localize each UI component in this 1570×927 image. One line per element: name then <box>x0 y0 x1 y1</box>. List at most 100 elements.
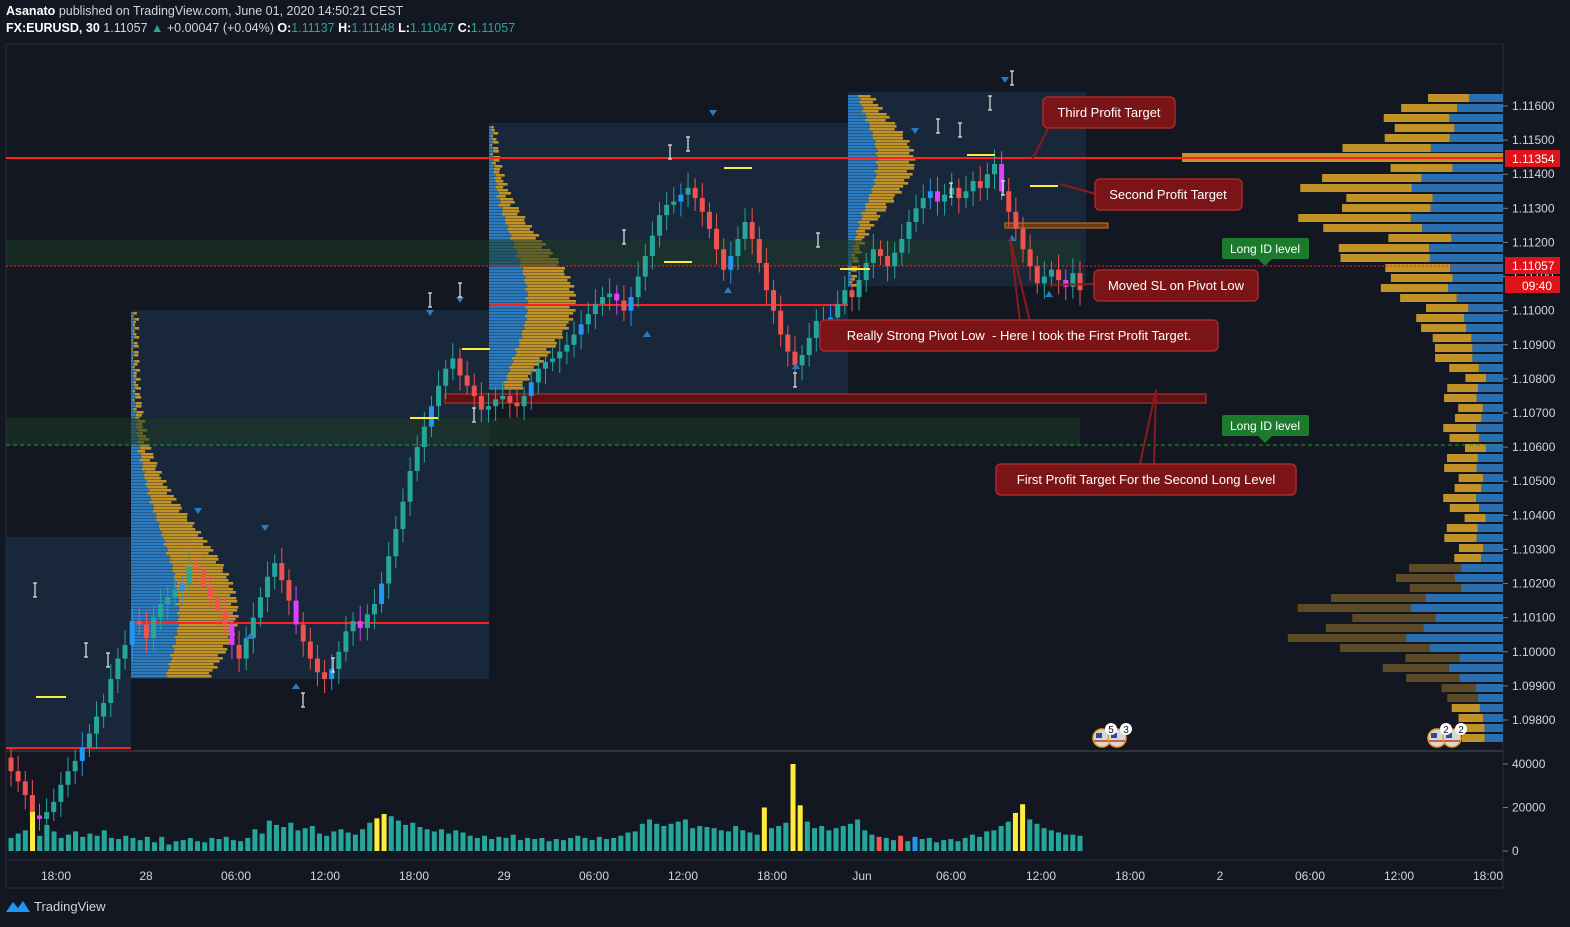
candle-body <box>1056 269 1062 280</box>
candle-body <box>293 600 299 625</box>
volume-bar <box>73 831 79 851</box>
volume-bar <box>883 837 889 851</box>
pivot-low-marker <box>724 287 732 293</box>
range-profile-bar-gold <box>1340 254 1430 262</box>
candle-body <box>143 624 149 639</box>
callout-strong-pivot[interactable]: Really Strong Pivot Low - Here I took th… <box>819 319 1219 352</box>
volume-bar <box>338 829 344 851</box>
profile-bar-blue <box>131 516 157 519</box>
range-profile-bar-gold <box>1409 584 1462 592</box>
volume-bar <box>395 820 401 851</box>
volume-bar <box>948 839 954 851</box>
candle-body <box>286 580 292 601</box>
volume-bar <box>381 814 387 851</box>
time-tick-label: 12:00 <box>1026 869 1056 883</box>
candle-body <box>428 406 434 427</box>
callout-first-second-level[interactable]: First Profit Target For the Second Long … <box>995 463 1297 496</box>
candle-body <box>485 406 491 410</box>
profile-bar-blue <box>131 555 170 558</box>
candle-body <box>471 385 477 396</box>
range-profile-bar-gold <box>1342 144 1431 152</box>
profile-bar-gold <box>134 360 140 363</box>
author-name[interactable]: Asanato <box>6 4 56 18</box>
profile-bar-gold <box>174 636 229 639</box>
range-profile-bar-blue <box>1481 414 1503 422</box>
profile-bar-blue <box>848 266 853 269</box>
tradingview-logo-icon <box>6 900 30 912</box>
volume-bar <box>288 822 294 851</box>
candle-body <box>236 644 242 659</box>
profile-bar-blue <box>131 399 133 402</box>
profile-bar-blue <box>131 348 132 351</box>
range-profile-bar-gold <box>1454 484 1482 492</box>
profile-bar-gold <box>169 555 218 558</box>
range-profile-bar-gold <box>1432 334 1472 342</box>
profile-bar-gold <box>136 411 144 414</box>
volume-bar <box>711 828 717 851</box>
symbol-label[interactable]: FX:EURUSD, 30 <box>6 21 100 35</box>
first-target-zone[interactable] <box>444 393 1207 404</box>
callout-third-target[interactable]: Third Profit Target <box>1042 96 1176 129</box>
price-tick-label: 1.11000 <box>1512 304 1555 318</box>
volume-bar <box>116 839 122 851</box>
volume-axis[interactable]: 40000 20000 0 <box>1503 757 1546 858</box>
volume-bar <box>833 828 839 851</box>
profile-bar-gold <box>166 546 211 549</box>
candle-body <box>243 638 249 659</box>
profile-bar-blue <box>131 543 164 546</box>
profile-bar-blue <box>131 483 146 486</box>
price-change: +0.00047 (+0.04%) <box>166 21 274 35</box>
long-id-label-2[interactable]: Long ID level <box>1222 415 1309 443</box>
volume-bar <box>783 822 789 851</box>
candle-body <box>186 566 192 584</box>
range-profile-bar-blue <box>1411 184 1503 192</box>
range-profile-bar-blue <box>1472 354 1503 362</box>
profile-bar-blue <box>848 101 860 104</box>
profile-bar-gold <box>498 192 511 195</box>
range-profile-bar-blue <box>1475 684 1503 692</box>
volume-bar <box>1034 823 1040 851</box>
volume-bar <box>474 837 480 851</box>
profile-bar-blue <box>131 564 173 567</box>
tradingview-footer[interactable]: TradingView <box>6 899 106 914</box>
candle-body <box>1027 249 1033 267</box>
range-profile-bar-gold <box>1443 494 1477 502</box>
candle-body <box>1020 228 1026 250</box>
callout-second-target[interactable]: Second Profit Target <box>1094 178 1243 211</box>
candle-body <box>165 597 171 605</box>
volume-bar <box>216 839 222 851</box>
profile-bar-blue <box>489 207 503 210</box>
range-profile-bar-blue <box>1477 384 1503 392</box>
candle-body <box>94 716 100 734</box>
profile-bar-blue <box>131 669 168 672</box>
profile-bar-blue <box>131 546 167 549</box>
candle-body <box>863 262 869 280</box>
profile-bar-gold <box>132 390 136 393</box>
callout-moved-sl[interactable]: Moved SL on Pivot Low <box>1093 269 1259 302</box>
profile-bar-blue <box>489 345 520 348</box>
candle-body <box>1013 211 1019 229</box>
profile-bar-gold <box>144 477 162 480</box>
profile-bar-blue <box>489 300 529 303</box>
profile-bar-blue <box>131 606 180 609</box>
candlestick-series[interactable] <box>8 149 1083 835</box>
time-axis[interactable]: 18:00 28 06:00 12:00 18:00 29 06:00 12:00 18:00 J… <box>41 869 1503 883</box>
entry-zone[interactable] <box>1004 222 1109 229</box>
profile-bar-gold <box>872 131 904 134</box>
volume-bar <box>424 829 430 851</box>
range-profile-bar-gold <box>1458 474 1484 482</box>
profile-bar-gold <box>133 408 137 411</box>
profile-bar-gold <box>131 348 133 351</box>
profile-bar-gold <box>877 155 914 158</box>
price-tick-label: 1.09900 <box>1512 679 1556 693</box>
long-id-label-1[interactable]: Long ID level <box>1222 238 1309 266</box>
change-arrow-icon: ▲ <box>151 21 164 35</box>
profile-bar-gold <box>173 651 226 654</box>
profile-bar-gold <box>135 378 141 381</box>
profile-bar-gold <box>493 159 500 162</box>
price-axis[interactable]: 1.116001.115001.114001.113001.112001.111… <box>1503 99 1556 727</box>
profile-bar-blue <box>131 336 135 339</box>
profile-bar-gold <box>178 597 237 600</box>
economic-events[interactable]: 5 3 2 2 <box>1092 723 1467 748</box>
